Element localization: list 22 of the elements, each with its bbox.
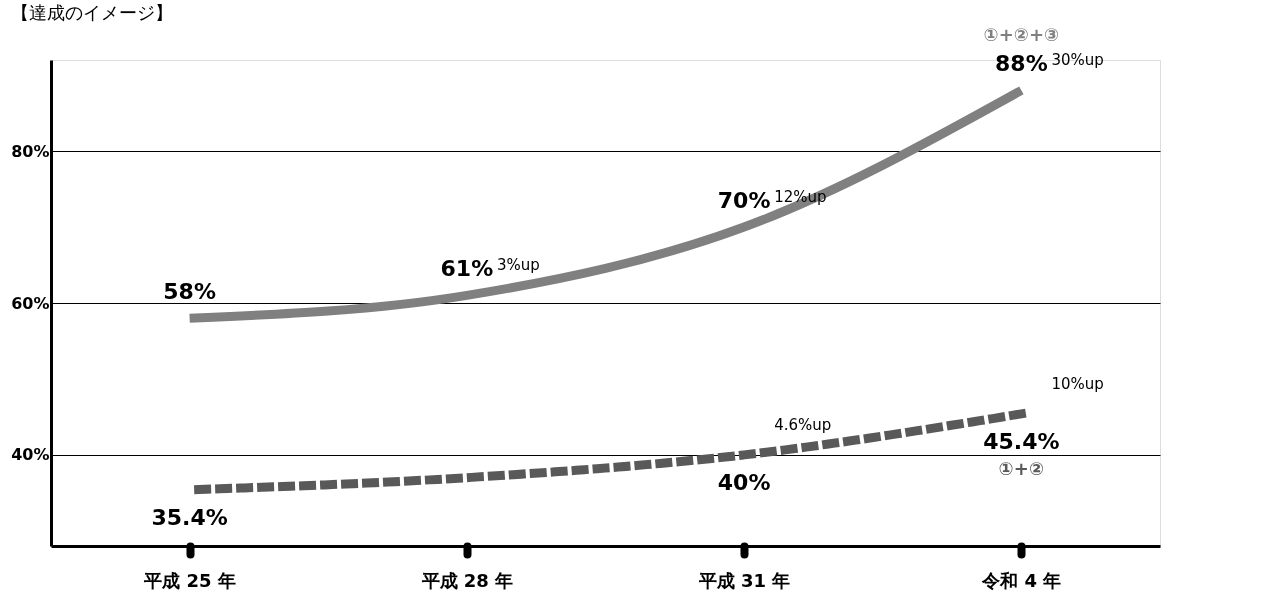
- x-tick-label: 平成 25 年: [143, 569, 236, 591]
- data-label: 35.4%: [151, 504, 228, 530]
- annotation: 30%up: [1051, 51, 1104, 70]
- annotation: 12%up: [774, 188, 827, 207]
- text: ①+②: [998, 457, 1045, 479]
- x-tick-label: 平成 28 年: [420, 569, 514, 591]
- text: ①+②+③: [983, 24, 1060, 46]
- y-tick-label: 60%: [11, 293, 50, 313]
- data-label: 40%: [717, 469, 771, 495]
- data-label: 70%: [717, 188, 771, 214]
- data-label: 61%: [440, 256, 494, 282]
- annotation: 3%up: [496, 256, 540, 275]
- chart-title: 【達成のイメージ】: [10, 2, 173, 24]
- annotation: 4.6%up: [774, 415, 832, 434]
- data-label: 58%: [163, 279, 216, 305]
- data-label: 88%: [995, 51, 1048, 77]
- x-tick-label: 平成 31 年: [697, 569, 791, 591]
- data-label: 45.4%: [983, 428, 1060, 454]
- y-tick-label: 80%: [11, 141, 50, 161]
- y-tick-label: 40%: [11, 445, 50, 465]
- x-tick-label: 令和 4 年: [981, 569, 1062, 591]
- annotation: 10%up: [1051, 374, 1104, 393]
